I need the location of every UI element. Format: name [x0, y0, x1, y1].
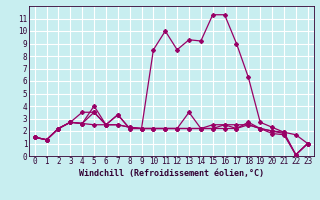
X-axis label: Windchill (Refroidissement éolien,°C): Windchill (Refroidissement éolien,°C) [79, 169, 264, 178]
